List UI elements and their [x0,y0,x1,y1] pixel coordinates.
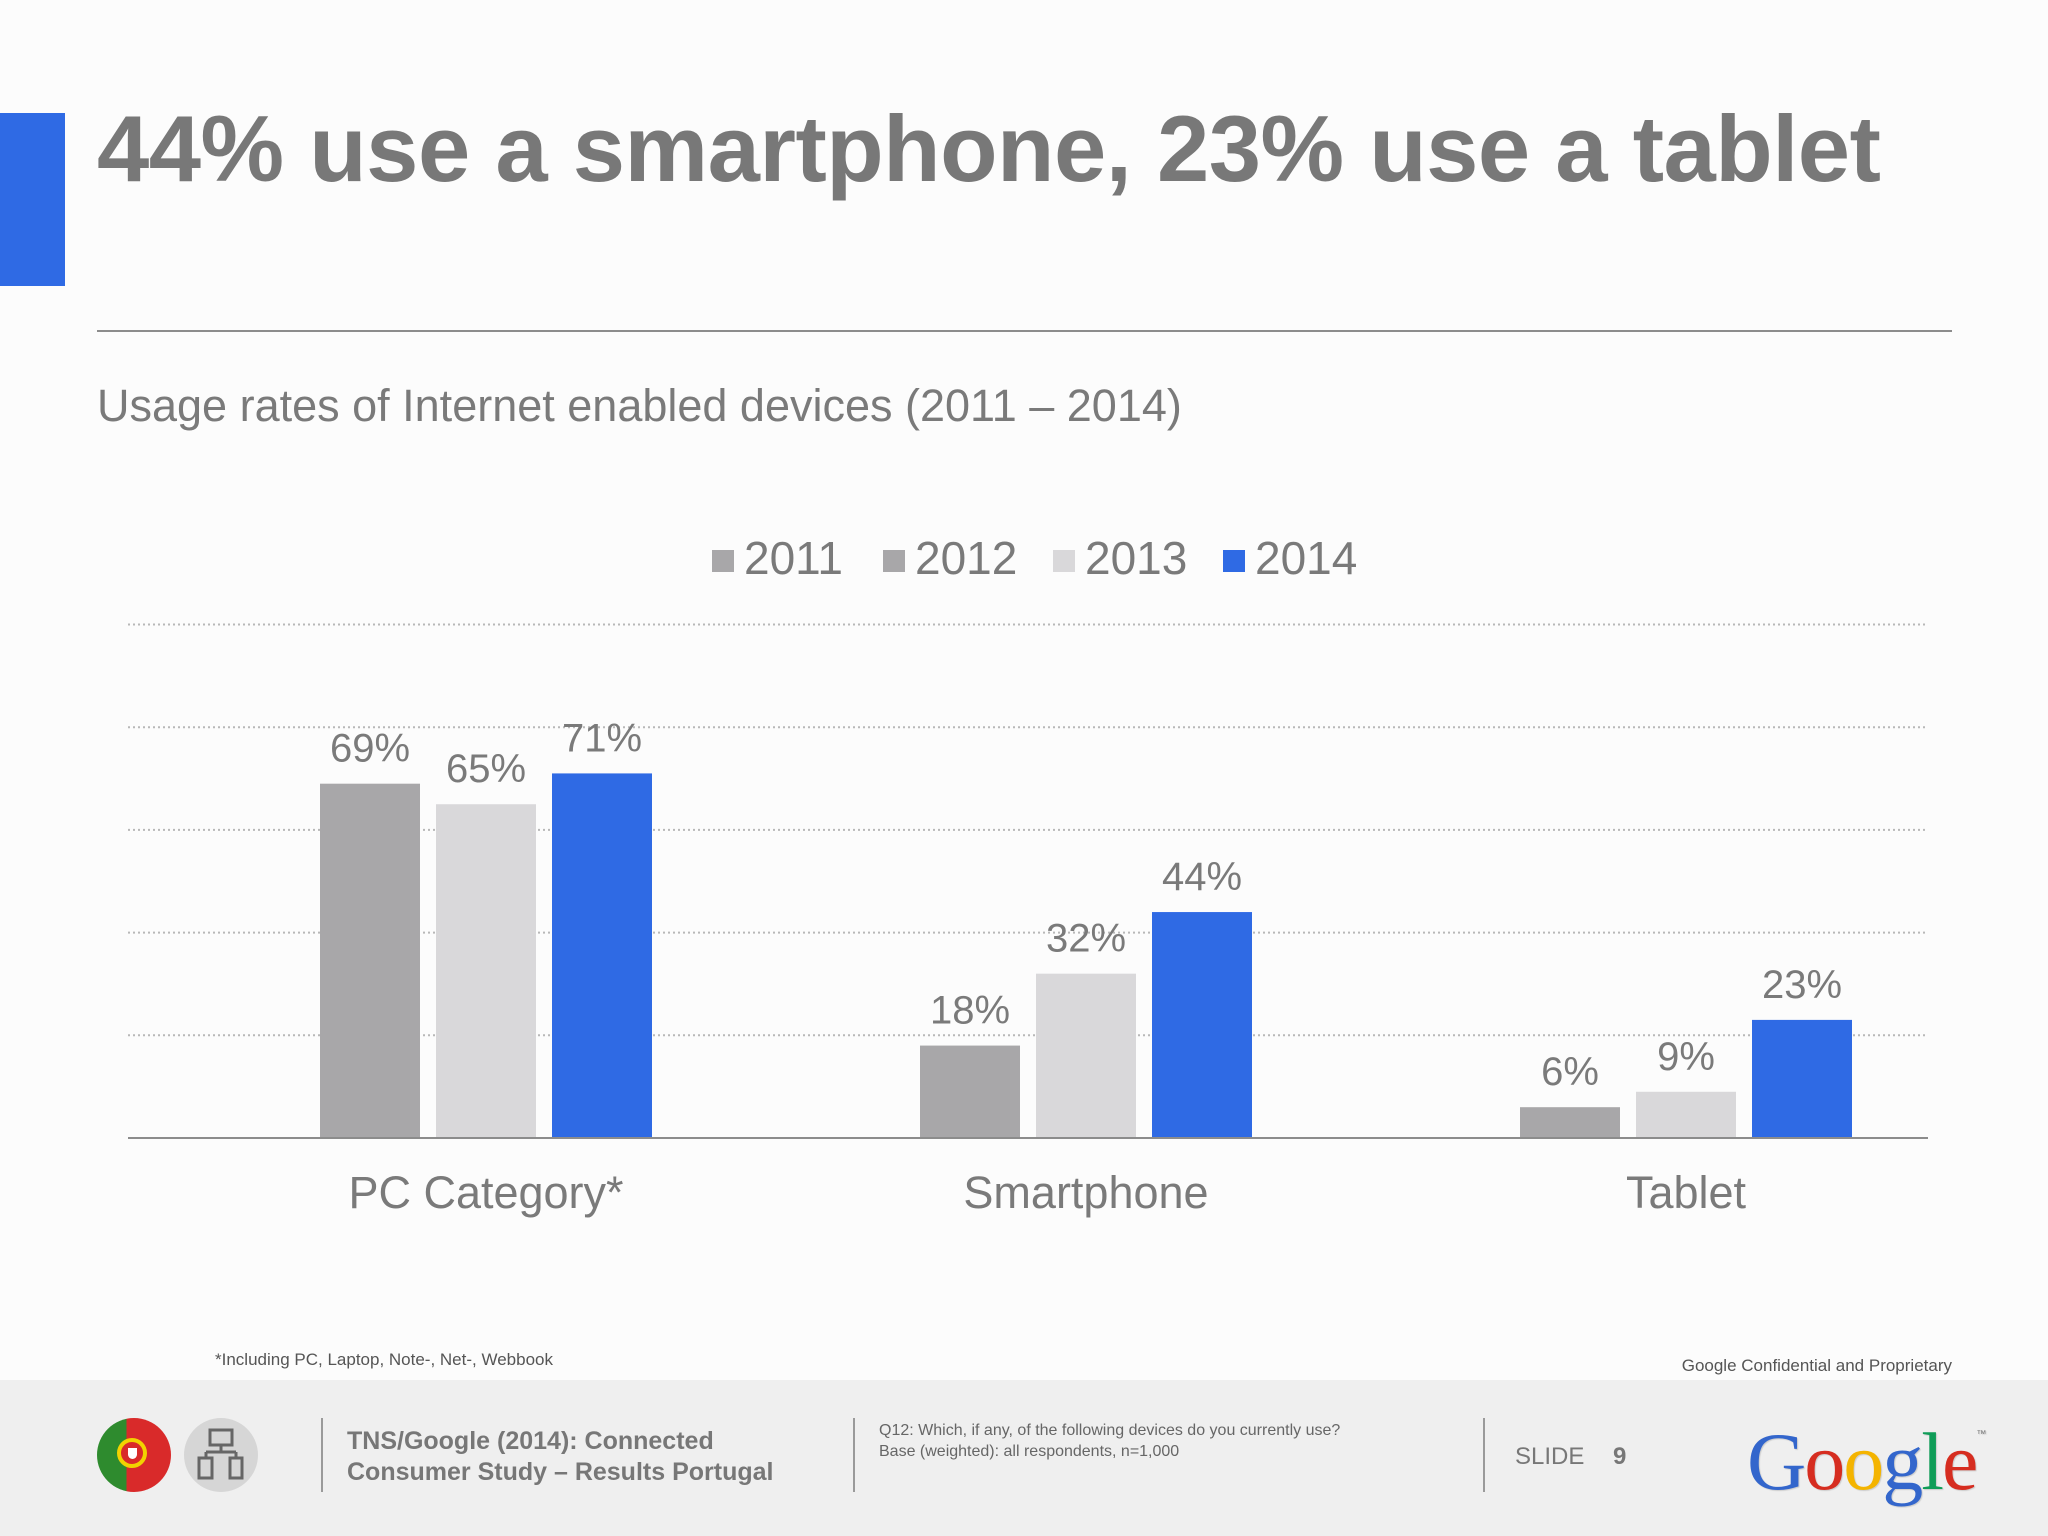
question-line: Q12: Which, if any, of the following dev… [879,1422,1341,1439]
bar [1036,973,1136,1138]
bar [436,804,536,1138]
footer-separator [853,1418,855,1492]
bar [552,773,652,1138]
devices-icon [184,1418,258,1492]
chart-subtitle: Usage rates of Internet enabled devices … [97,380,1182,431]
legend-swatch [1053,550,1075,572]
bar [1636,1091,1736,1138]
data-label: 9% [1657,1035,1715,1079]
trademark-symbol: ™ [1976,1429,1986,1440]
legend-label: 2013 [1085,532,1187,584]
legend-swatch [1223,550,1245,572]
legend-label: 2011 [744,532,843,584]
data-label: 44% [1162,855,1242,899]
footer [0,1380,2048,1536]
confidential-notice: Google Confidential and Proprietary [1681,1356,1952,1375]
logo-letter: o [1804,1416,1845,1507]
bar [1152,912,1252,1138]
bar [920,1045,1020,1138]
slide-label: SLIDE [1515,1443,1585,1470]
source-line: Consumer Study – Results Portugal [347,1458,774,1486]
data-label: 65% [446,747,526,791]
logo-letter: e [1942,1416,1978,1507]
slide-title: 44% use a smartphone, 23% use a tablet [97,96,1881,201]
bar [1752,1019,1852,1138]
question-line: Base (weighted): all respondents, n=1,00… [879,1443,1180,1460]
logo-letter: o [1843,1416,1884,1507]
logo-letter: G [1747,1416,1806,1507]
footnote: *Including PC, Laptop, Note-, Net-, Webb… [215,1350,553,1369]
data-label: 71% [562,716,642,760]
slide-number: 9 [1613,1443,1627,1470]
category-label: PC Category* [348,1167,623,1218]
source-citation: TNS/Google (2014): Connected Consumer St… [347,1426,773,1488]
legend-label: 2012 [915,532,1017,584]
accent-bar [0,113,65,286]
bar [1520,1107,1620,1138]
title-divider [97,330,1952,332]
portugal-flag-icon [97,1418,171,1492]
data-label: 32% [1046,917,1126,961]
data-label: 6% [1541,1050,1599,1094]
footer-separator [321,1418,323,1492]
logo-letter: l [1921,1416,1944,1507]
category-label: Tablet [1626,1167,1747,1218]
logo-letter: g [1882,1416,1923,1507]
footer-separator [1483,1418,1485,1492]
bar [320,783,420,1138]
data-label: 69% [330,727,410,771]
data-label: 23% [1762,963,1842,1007]
survey-question: Q12: Which, if any, of the following dev… [879,1420,1340,1462]
bar-chart: 2011 2012 2013 2014 69% 65% 71% PC Category* 18%… [128,532,1928,1218]
legend-swatch [712,550,734,572]
legend-label: 2014 [1255,532,1357,584]
source-line: TNS/Google (2014): Connected [347,1427,714,1455]
data-label: 18% [930,989,1010,1033]
google-logo: Google™ [1747,1415,1986,1509]
legend-swatch [883,550,905,572]
category-label: Smartphone [963,1167,1208,1218]
